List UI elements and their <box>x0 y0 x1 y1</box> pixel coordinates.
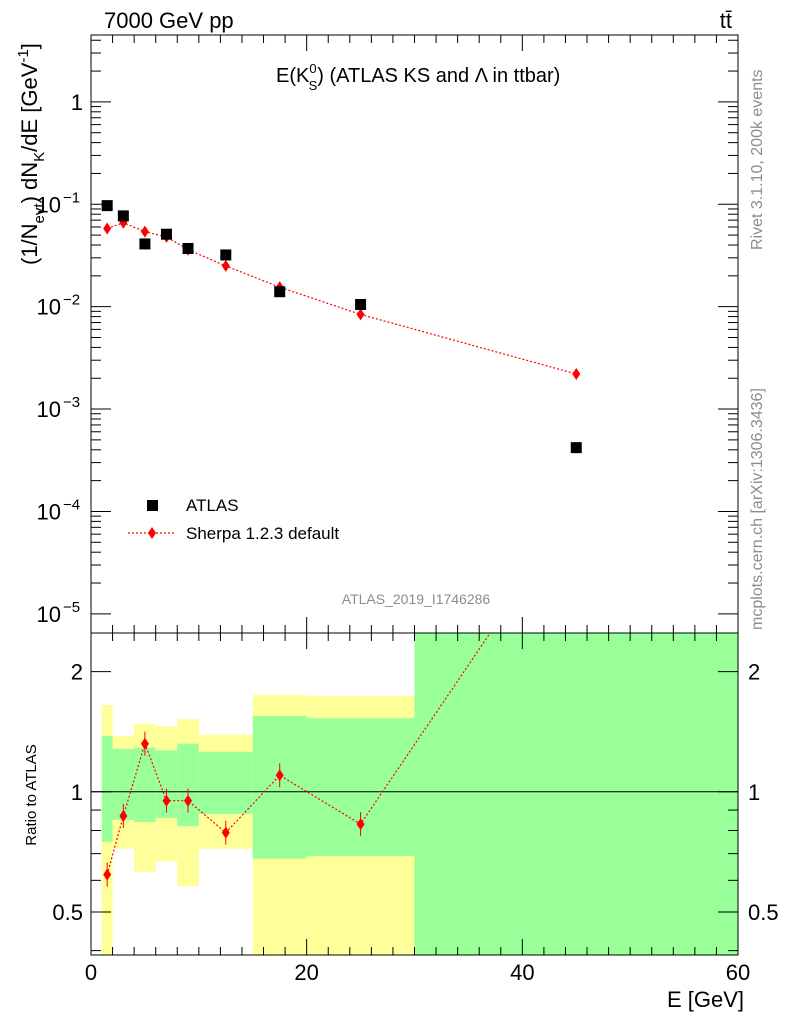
stat-uncertainty-band <box>101 735 113 842</box>
ratio-y-tick-label-right: 0.5 <box>748 900 779 925</box>
y-tick-exponent: −2 <box>63 292 80 309</box>
ratio-point <box>140 737 149 750</box>
stat-uncertainty-band <box>155 750 178 818</box>
ratio-plot-area <box>103 633 491 887</box>
x-axis-label: E [GeV] <box>667 987 744 1012</box>
legend-atlas-marker <box>147 500 158 511</box>
sherpa-line <box>106 222 577 375</box>
ratio-uncertainty-bands <box>101 633 738 955</box>
sherpa-point <box>140 225 149 238</box>
main-x-axis-ticks <box>90 35 739 633</box>
stat-uncertainty-band <box>198 751 253 814</box>
main-y-axis: 110−110−210−310−410−5 <box>37 39 738 627</box>
sherpa-point <box>103 222 112 235</box>
ratio-y-tick-label: 1 <box>71 780 83 805</box>
ratio-point <box>221 826 230 839</box>
ratio-y-tick-label: 0.5 <box>52 900 83 925</box>
ratio-y-axis: 0.5 0.5 1 1 2 2 <box>52 660 779 952</box>
x-tick-label: 20 <box>294 960 318 985</box>
sherpa-point <box>221 259 230 272</box>
ratio-y-label: Ratio to ATLAS <box>23 744 40 845</box>
ratio-point <box>119 809 128 822</box>
ratio-y-tick-label: 2 <box>71 660 83 685</box>
legend-atlas-label: ATLAS <box>186 496 239 515</box>
y-tick-label: 10 <box>37 602 61 627</box>
y-tick-exponent: −1 <box>63 189 80 206</box>
atlas-point <box>220 249 232 261</box>
ratio-panel: 0.5 0.5 1 1 2 2 0 20 40 60 Ratio to ATLAS E [GeV… <box>23 632 779 1012</box>
atlas-point <box>101 200 113 212</box>
ratio-point <box>356 818 365 831</box>
legend-sherpa-label: Sherpa 1.2.3 default <box>186 524 339 543</box>
y-tick-exponent: −5 <box>63 599 80 616</box>
y-tick-exponent: −3 <box>63 394 80 411</box>
atlas-point <box>117 210 129 222</box>
x-tick-label: 40 <box>510 960 534 985</box>
stat-uncertainty-band <box>177 743 199 827</box>
header-left: 7000 GeV pp <box>104 8 234 33</box>
sherpa-point <box>356 308 365 321</box>
y-tick-label: 1 <box>71 90 83 115</box>
main-plot-area <box>101 200 582 454</box>
rivet-label: Rivet 3.1.10, 200k events <box>749 69 766 250</box>
x-axis: 0 20 40 60 <box>85 633 750 985</box>
legend: ATLAS Sherpa 1.2.3 default <box>128 496 339 543</box>
ratio-point <box>275 769 284 782</box>
mcplots-label: mcplots.cern.ch [arXiv:1306.3436] <box>749 388 766 630</box>
atlas-point <box>160 228 172 240</box>
ratio-point <box>184 794 193 807</box>
main-panel: 110−110−210−310−410−5 E(K0 S) (ATLAS KS a… <box>15 34 739 634</box>
x-tick-label: 60 <box>726 960 750 985</box>
x-tick-label: 0 <box>85 960 97 985</box>
ratio-point <box>103 868 112 881</box>
y-tick-exponent: −4 <box>63 496 80 513</box>
atlas-point <box>570 442 582 454</box>
atlas-point <box>355 298 367 310</box>
atlas-point <box>274 286 286 298</box>
header-right: tt̄ <box>720 8 732 33</box>
sherpa-point <box>572 367 581 380</box>
ratio-y-tick-label-right: 1 <box>748 780 760 805</box>
ratio-line <box>106 633 491 875</box>
ratio-point <box>162 794 171 807</box>
y-tick-label: 10 <box>37 397 61 422</box>
stat-uncertainty-band <box>134 747 156 823</box>
ratio-y-tick-label-right: 2 <box>748 660 760 685</box>
stat-uncertainty-band <box>414 633 738 955</box>
stat-uncertainty-band <box>112 749 135 820</box>
atlas-point <box>139 238 151 250</box>
main-y-label: (1/Nevt) dNK/dE [GeV-1] <box>15 43 48 265</box>
y-tick-label: 10 <box>37 295 61 320</box>
analysis-watermark: ATLAS_2019_I1746286 <box>342 591 491 607</box>
legend-sherpa-marker <box>148 527 156 539</box>
y-tick-label: 10 <box>37 499 61 524</box>
atlas-point <box>182 242 194 254</box>
y-tick-label: 10 <box>37 192 61 217</box>
main-frame <box>90 34 739 634</box>
plot-title: E(K0 S) (ATLAS KS and Λ in ttbar) <box>276 61 560 93</box>
